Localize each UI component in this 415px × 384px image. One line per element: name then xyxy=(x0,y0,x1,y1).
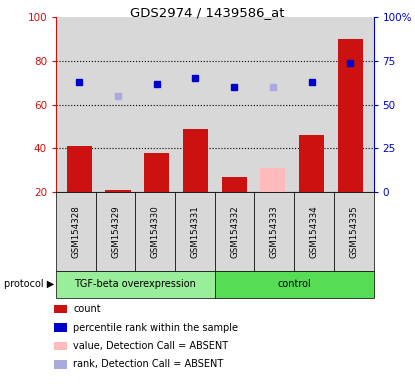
Bar xyxy=(222,177,247,192)
Text: GSM154331: GSM154331 xyxy=(190,205,200,258)
Text: GDS2974 / 1439586_at: GDS2974 / 1439586_at xyxy=(130,6,285,19)
Text: GSM154332: GSM154332 xyxy=(230,205,239,258)
Text: control: control xyxy=(277,279,311,289)
Text: GSM154330: GSM154330 xyxy=(151,205,160,258)
Text: GSM154328: GSM154328 xyxy=(71,205,81,258)
Text: GSM154335: GSM154335 xyxy=(349,205,358,258)
Bar xyxy=(299,135,324,192)
Bar xyxy=(105,190,131,192)
Text: percentile rank within the sample: percentile rank within the sample xyxy=(73,323,239,333)
Text: GSM154329: GSM154329 xyxy=(111,205,120,258)
Bar xyxy=(260,168,286,192)
Text: protocol ▶: protocol ▶ xyxy=(4,279,54,289)
Bar xyxy=(183,129,208,192)
Bar xyxy=(144,153,169,192)
Bar xyxy=(338,39,363,192)
Text: rank, Detection Call = ABSENT: rank, Detection Call = ABSENT xyxy=(73,359,224,369)
Text: TGF-beta overexpression: TGF-beta overexpression xyxy=(74,279,196,289)
Text: value, Detection Call = ABSENT: value, Detection Call = ABSENT xyxy=(73,341,229,351)
Text: GSM154333: GSM154333 xyxy=(270,205,279,258)
Text: GSM154334: GSM154334 xyxy=(310,205,318,258)
Text: count: count xyxy=(73,304,101,314)
Bar xyxy=(67,146,92,192)
